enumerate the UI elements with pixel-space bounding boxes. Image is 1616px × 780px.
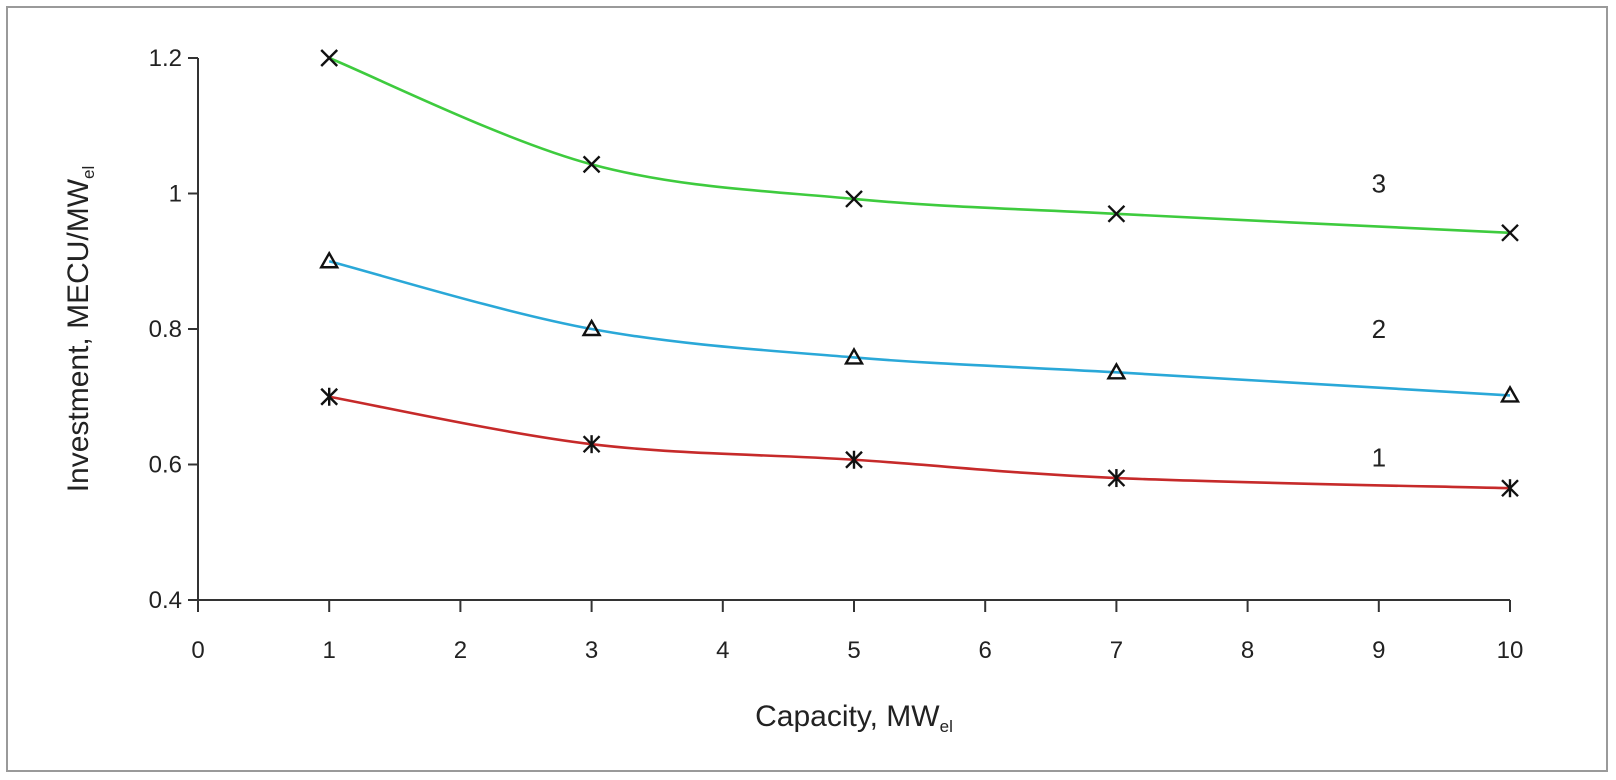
x-tick-label: 6 — [979, 637, 992, 664]
x-tick-label: 1 — [323, 637, 336, 664]
y-tick-label: 0.6 — [149, 452, 182, 479]
x-tick-label: 9 — [1372, 637, 1385, 664]
y-axis-title: Investment, MECU/MWel — [62, 166, 98, 493]
series-layer: 1 2 3 — [319, 49, 1521, 498]
x-tick-label: 3 — [585, 637, 598, 664]
series-2: 2 — [319, 250, 1521, 403]
curve-label-2: 2 — [1372, 314, 1386, 344]
y-tick-label: 1.2 — [149, 45, 182, 72]
data-point — [845, 450, 863, 469]
y-tick-label: 1 — [169, 181, 182, 208]
series-line-1 — [328, 395, 1511, 490]
data-point — [1501, 479, 1519, 498]
y-axis-title-subscript: el — [79, 166, 98, 179]
x-axis-title: Capacity, MWel — [755, 700, 953, 736]
axis-ticks: 0 1 2 3 4 5 6 7 8 9 10 0.4 0.6 0.8 1 1.2 — [149, 45, 1524, 664]
data-point — [582, 435, 601, 454]
x-tick-label: 4 — [716, 637, 729, 664]
data-point — [843, 347, 865, 365]
x-tick-label: 7 — [1110, 637, 1123, 664]
y-tick-label: 0.4 — [149, 587, 182, 614]
data-point — [582, 155, 601, 174]
x-axis-title-main: Capacity, MW — [755, 700, 940, 733]
x-tick-label: 10 — [1497, 637, 1524, 664]
x-tick-label: 0 — [191, 637, 204, 664]
data-point — [1107, 204, 1126, 223]
data-point — [1499, 384, 1521, 403]
data-point — [320, 387, 339, 406]
x-axis-title-subscript: el — [940, 717, 953, 736]
data-point — [1107, 469, 1126, 488]
data-point — [319, 250, 340, 269]
data-point — [845, 190, 863, 208]
y-axis-title-main: Investment, MECU/MW — [62, 178, 95, 492]
series-line-2 — [328, 259, 1511, 397]
x-tick-label: 5 — [847, 637, 860, 664]
chart-frame — [6, 6, 1608, 772]
x-tick-label: 2 — [454, 637, 467, 664]
series-1: 1 — [320, 387, 1519, 498]
series-3: 3 — [320, 49, 1519, 242]
x-tick-label: 8 — [1241, 637, 1254, 664]
data-point — [581, 318, 602, 337]
data-point — [1501, 223, 1519, 242]
y-tick-label: 0.8 — [149, 316, 182, 343]
curve-label-1: 1 — [1372, 443, 1386, 473]
series-line-3 — [328, 56, 1511, 235]
data-point — [320, 49, 339, 67]
data-point — [1106, 361, 1127, 380]
curve-label-3: 3 — [1372, 168, 1386, 198]
